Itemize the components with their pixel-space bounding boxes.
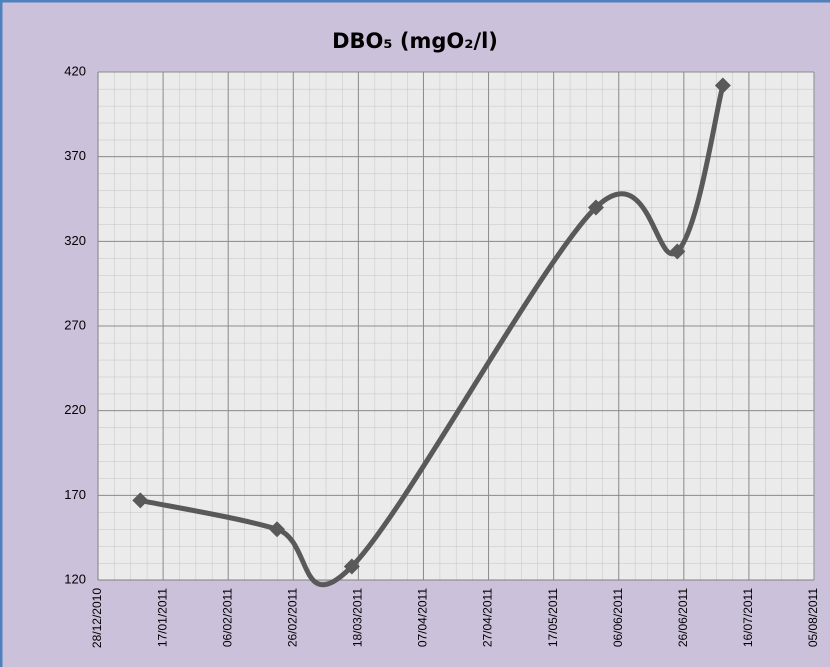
x-tick-label: 17/05/2011	[546, 588, 560, 647]
x-tick-label: 27/04/2011	[481, 588, 495, 647]
marker	[132, 492, 149, 509]
x-tick-label: 17/01/2011	[155, 588, 169, 647]
y-tick-label: 170	[64, 487, 86, 502]
x-tick-label: 06/06/2011	[611, 588, 625, 647]
y-tick-label: 320	[64, 233, 86, 248]
x-tick-label: 06/02/2011	[220, 588, 234, 647]
y-tick-label: 420	[64, 63, 86, 78]
x-tick-label: 26/06/2011	[676, 588, 690, 647]
x-tick-label: 05/08/2011	[806, 588, 820, 647]
x-tick-label: 07/04/2011	[416, 588, 430, 647]
x-tick-label: 18/03/2011	[351, 588, 365, 647]
marker	[269, 521, 285, 538]
y-tick-label: 370	[64, 148, 86, 163]
chart-title: DBO₅ (mgO₂/l)	[332, 29, 498, 53]
x-tick-label: 16/07/2011	[741, 588, 755, 647]
marker	[587, 199, 604, 216]
y-tick-label: 120	[64, 571, 86, 586]
marker	[714, 77, 731, 94]
marker	[343, 558, 360, 575]
marker	[669, 243, 686, 260]
x-tick-label: 28/12/2010	[90, 588, 104, 648]
y-tick-label: 270	[64, 317, 86, 332]
y-tick-label: 220	[64, 402, 86, 417]
x-tick-label: 26/02/2011	[285, 588, 299, 647]
